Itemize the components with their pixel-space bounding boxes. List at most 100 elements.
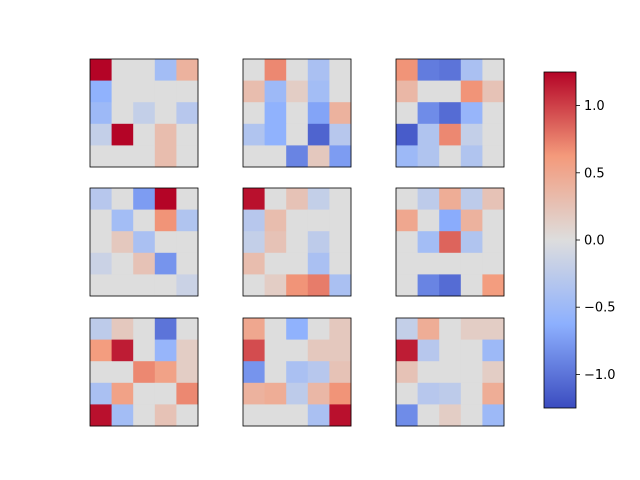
- heatmap-cell: [417, 318, 440, 340]
- heatmap-cell: [111, 382, 134, 405]
- heatmap-cell: [90, 318, 112, 340]
- panel-frame: [242, 187, 352, 297]
- heatmap-cell: [460, 209, 483, 232]
- heatmap-cell: [307, 274, 330, 297]
- heatmap-cell: [133, 274, 156, 297]
- heatmap-cell: [396, 252, 418, 275]
- heatmap-cell: [417, 123, 440, 146]
- heatmap-cell: [90, 188, 112, 210]
- heatmap-cell: [176, 80, 199, 103]
- heatmap-cell: [243, 339, 265, 362]
- heatmap-cell: [111, 252, 134, 275]
- heatmap-cell: [482, 209, 505, 232]
- heatmap-cell: [482, 123, 505, 146]
- heatmap-panel-1-1: [89, 58, 199, 168]
- heatmap-cell: [133, 318, 156, 340]
- heatmap-cell: [329, 59, 352, 81]
- heatmap-cell: [439, 123, 462, 146]
- heatmap-cell: [439, 145, 462, 168]
- heatmap-cell: [396, 361, 418, 384]
- heatmap-cell: [133, 382, 156, 405]
- heatmap-cell: [460, 145, 483, 168]
- heatmap-cell: [111, 231, 134, 254]
- heatmap-cell: [396, 145, 418, 168]
- heatmap-cell: [243, 404, 265, 427]
- heatmap-cell: [417, 339, 440, 362]
- heatmap-cell: [176, 102, 199, 125]
- heatmap-cell: [307, 339, 330, 362]
- heatmap-cell: [90, 209, 112, 232]
- heatmap-cell: [460, 274, 483, 297]
- heatmap-cell: [90, 404, 112, 427]
- heatmap-cell: [264, 123, 287, 146]
- heatmap-cell: [90, 102, 112, 125]
- heatmap-panel-2-3: [395, 187, 505, 297]
- heatmap-cell: [133, 145, 156, 168]
- heatmap-cell: [439, 231, 462, 254]
- heatmap-cell: [154, 209, 177, 232]
- heatmap-cell: [133, 361, 156, 384]
- heatmap-cell: [133, 102, 156, 125]
- panel-frame: [395, 58, 505, 168]
- heatmap-cell: [307, 209, 330, 232]
- heatmap-cell: [329, 102, 352, 125]
- heatmap-cell: [286, 102, 309, 125]
- heatmap-cell: [307, 123, 330, 146]
- panel-frame: [395, 317, 505, 427]
- colorbar-tick-label: −1.0: [584, 368, 616, 383]
- heatmap-cell: [264, 252, 287, 275]
- colorbar: 1.0 0.5 0.0 −0.5 −1.0: [543, 71, 616, 409]
- heatmap-cell: [111, 145, 134, 168]
- heatmap-cell: [111, 318, 134, 340]
- heatmap-cell: [264, 145, 287, 168]
- heatmap-panel-2-1: [89, 187, 199, 297]
- heatmap-cell: [176, 318, 199, 340]
- heatmap-cell: [111, 123, 134, 146]
- heatmap-cell: [264, 102, 287, 125]
- panel-frame: [89, 58, 199, 168]
- heatmap-cell: [329, 382, 352, 405]
- heatmap-cell: [176, 59, 199, 81]
- heatmap-cell: [329, 361, 352, 384]
- heatmap-cell: [396, 59, 418, 81]
- heatmap-cell: [176, 361, 199, 384]
- heatmap-cell: [176, 274, 199, 297]
- heatmap-cell: [111, 102, 134, 125]
- heatmap-cell: [286, 318, 309, 340]
- heatmap-cell: [176, 252, 199, 275]
- heatmap-cell: [460, 404, 483, 427]
- heatmap-cell: [90, 339, 112, 362]
- heatmap-cell: [307, 231, 330, 254]
- heatmap-panel-1-2: [242, 58, 352, 168]
- heatmap-cell: [264, 188, 287, 210]
- heatmap-cell: [417, 252, 440, 275]
- heatmap-cell: [264, 318, 287, 340]
- heatmap-cell: [264, 404, 287, 427]
- heatmap-cell: [482, 231, 505, 254]
- heatmap-cell: [439, 274, 462, 297]
- heatmap-cell: [460, 80, 483, 103]
- heatmap-cell: [417, 80, 440, 103]
- heatmap-cell: [329, 123, 352, 146]
- heatmap-cell: [133, 80, 156, 103]
- heatmap-cell: [439, 361, 462, 384]
- heatmap-cell: [329, 404, 352, 427]
- heatmap-cell: [396, 339, 418, 362]
- heatmap-cell: [154, 382, 177, 405]
- heatmap-cell: [417, 188, 440, 210]
- heatmap-cell: [111, 404, 134, 427]
- heatmap-cell: [154, 318, 177, 340]
- heatmap-cell: [396, 209, 418, 232]
- heatmap-cell: [154, 274, 177, 297]
- heatmap-cell: [460, 102, 483, 125]
- heatmap-cell: [482, 361, 505, 384]
- heatmap-cell: [460, 339, 483, 362]
- panel-frame: [89, 187, 199, 297]
- heatmap-cell: [460, 231, 483, 254]
- heatmap-cell: [286, 188, 309, 210]
- heatmap-cell: [176, 404, 199, 427]
- heatmap-cell: [307, 382, 330, 405]
- heatmap-cell: [243, 318, 265, 340]
- heatmap-cell: [417, 361, 440, 384]
